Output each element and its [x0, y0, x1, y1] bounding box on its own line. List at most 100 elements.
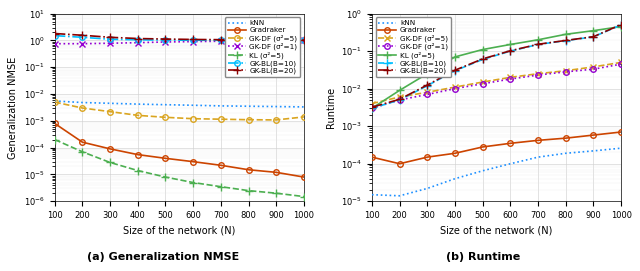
GK-BL(B=20) [300, 38, 308, 42]
GK-BL(B=20) [479, 57, 486, 60]
GK-DF (σ²=5) [300, 115, 308, 118]
GK-DF (σ²=1) [589, 67, 597, 71]
Legend: kNN, Gradraker, GK-DF (σ²=5), GK-DF (σ²=1), KL (σ²=5), GK-BL(B=10), GK-BL(B=20): kNN, Gradraker, GK-DF (σ²=5), GK-DF (σ²=… [225, 17, 300, 77]
kNN [368, 193, 376, 196]
GK-DF (σ²=5) [162, 116, 170, 119]
KL (σ²=5) [534, 38, 542, 41]
Gradraker [244, 168, 252, 171]
Gradraker [189, 160, 197, 163]
kNN [189, 104, 197, 107]
GK-DF (σ²=5) [506, 76, 514, 79]
KL (σ²=5) [479, 48, 486, 51]
kNN [479, 169, 486, 172]
KL (σ²=5) [244, 189, 252, 192]
GK-DF (σ²=1) [244, 39, 252, 43]
GK-BL(B=20) [451, 69, 459, 72]
GK-BL(B=10) [451, 69, 459, 72]
GK-DF (σ²=5) [51, 101, 58, 104]
Gradraker [300, 175, 308, 179]
KL (σ²=5) [217, 185, 225, 188]
GK-BL(B=20) [506, 49, 514, 52]
Gradraker [79, 141, 86, 144]
KL (σ²=5) [618, 25, 625, 28]
GK-DF (σ²=5) [424, 91, 431, 94]
Line: Gradraker: Gradraker [52, 121, 307, 180]
GK-DF (σ²=5) [396, 95, 403, 99]
GK-BL(B=10) [396, 98, 403, 102]
kNN [134, 102, 141, 106]
Gradraker [479, 145, 486, 149]
GK-DF (σ²=5) [217, 118, 225, 121]
GK-BL(B=20) [562, 39, 570, 42]
GK-DF (σ²=1) [562, 70, 570, 73]
GK-BL(B=10) [189, 38, 197, 42]
kNN [506, 162, 514, 165]
kNN [217, 104, 225, 108]
GK-DF (σ²=5) [273, 118, 280, 122]
KL (σ²=5) [273, 192, 280, 195]
kNN [162, 103, 170, 106]
GK-BL(B=10) [244, 39, 252, 42]
GK-BL(B=20) [273, 38, 280, 42]
GK-BL(B=20) [189, 38, 197, 41]
GK-DF (σ²=5) [189, 117, 197, 120]
Gradraker [217, 164, 225, 167]
X-axis label: Size of the network (N): Size of the network (N) [440, 225, 553, 235]
Line: GK-DF (σ²=5): GK-DF (σ²=5) [52, 99, 307, 123]
Gradraker [618, 130, 625, 134]
GK-BL(B=20) [134, 37, 141, 40]
GK-DF (σ²=1) [618, 63, 625, 66]
kNN [534, 156, 542, 159]
GK-DF (σ²=1) [479, 82, 486, 85]
GK-DF (σ²=5) [79, 107, 86, 110]
GK-DF (σ²=5) [134, 114, 141, 117]
Y-axis label: Runtime: Runtime [326, 87, 335, 128]
Gradraker [162, 157, 170, 160]
KL (σ²=5) [189, 181, 197, 184]
Gradraker [134, 153, 141, 156]
kNN [51, 99, 58, 103]
GK-DF (σ²=5) [589, 65, 597, 69]
KL (σ²=5) [589, 29, 597, 32]
GK-DF (σ²=1) [506, 78, 514, 81]
Gradraker [106, 147, 114, 150]
Line: GK-DF (σ²=5): GK-DF (σ²=5) [369, 59, 625, 107]
GK-BL(B=10) [217, 39, 225, 42]
Gradraker [273, 171, 280, 174]
Gradraker [424, 156, 431, 159]
GK-DF (σ²=1) [79, 42, 86, 45]
kNN [396, 194, 403, 198]
GK-DF (σ²=1) [189, 40, 197, 43]
GK-DF (σ²=5) [534, 72, 542, 75]
KL (σ²=5) [134, 169, 141, 172]
Line: GK-BL(B=20): GK-BL(B=20) [368, 20, 625, 111]
GK-DF (σ²=1) [134, 41, 141, 44]
kNN [589, 149, 597, 153]
GK-DF (σ²=1) [106, 42, 114, 45]
KL (σ²=5) [51, 138, 58, 141]
KL (σ²=5) [79, 150, 86, 153]
GK-BL(B=20) [162, 37, 170, 41]
KL (σ²=5) [396, 89, 403, 92]
Line: kNN: kNN [372, 148, 621, 196]
GK-BL(B=20) [51, 32, 58, 35]
GK-BL(B=10) [424, 84, 431, 87]
kNN [451, 177, 459, 180]
Text: (a) Generalization NMSE: (a) Generalization NMSE [87, 252, 239, 262]
GK-DF (σ²=1) [162, 40, 170, 44]
kNN [106, 102, 114, 105]
KL (σ²=5) [368, 107, 376, 110]
Gradraker [506, 142, 514, 145]
kNN [79, 101, 86, 104]
Legend: kNN, Gradraker, GK-DF (σ²=5), GK-DF (σ²=1), KL (σ²=5), GK-BL(B=10), GK-BL(B=20): kNN, Gradraker, GK-DF (σ²=5), GK-DF (σ²=… [376, 17, 451, 77]
GK-BL(B=10) [300, 39, 308, 42]
kNN [300, 105, 308, 109]
GK-BL(B=10) [589, 35, 597, 38]
Line: GK-BL(B=20): GK-BL(B=20) [51, 29, 308, 44]
Gradraker [396, 162, 403, 165]
Line: GK-BL(B=10): GK-BL(B=10) [52, 33, 307, 43]
Y-axis label: Generalization NMSE: Generalization NMSE [8, 56, 19, 159]
GK-BL(B=10) [368, 107, 376, 110]
GK-BL(B=20) [368, 106, 376, 109]
KL (σ²=5) [562, 33, 570, 36]
